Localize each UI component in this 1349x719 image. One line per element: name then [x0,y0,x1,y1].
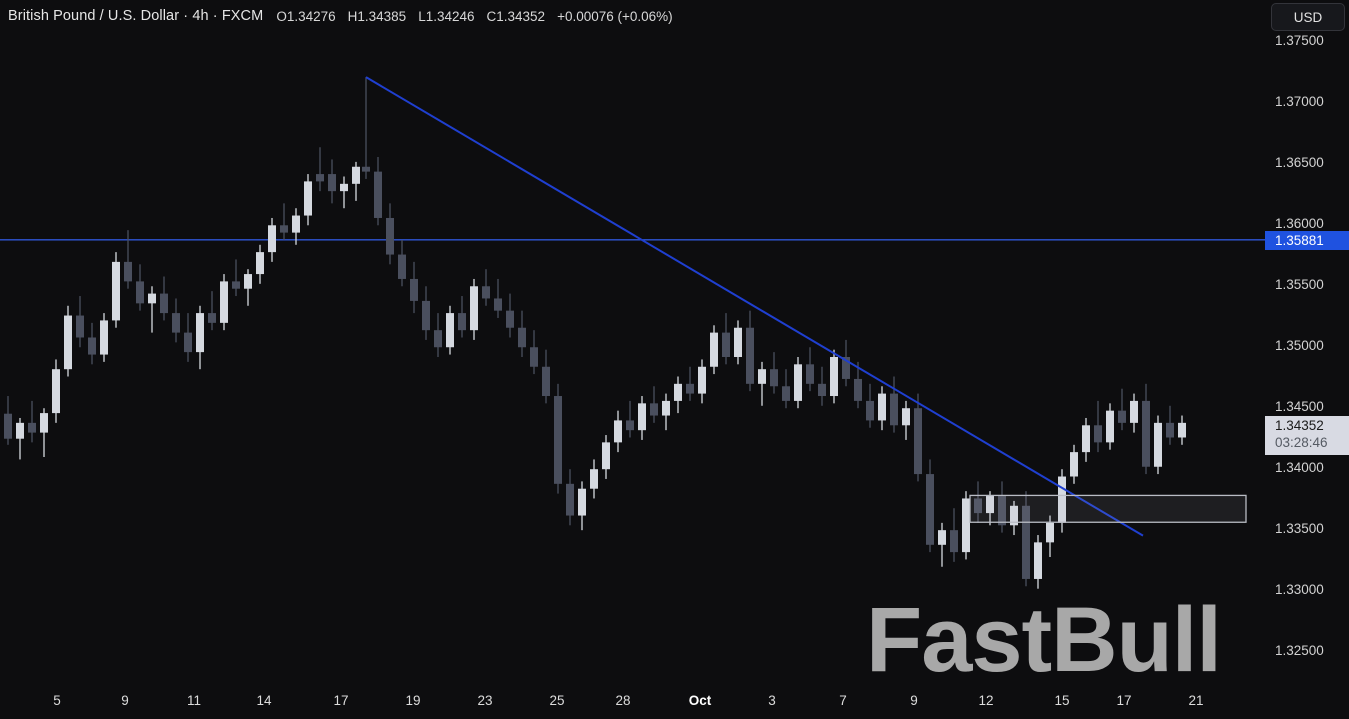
time-tick-label: 11 [186,693,202,708]
last-price-label[interactable]: 1.34352 03:28:46 [1265,416,1349,455]
close-value: C1.34352 [486,8,546,24]
time-tick-label: 12 [978,693,994,708]
price-tick-label: 1.35000 [1275,338,1324,354]
price-tick-label: 1.37000 [1275,94,1324,110]
time-tick-label: 9 [910,693,918,708]
open-value: O1.34276 [276,8,336,24]
low-value: L1.34246 [418,8,475,24]
chart-header: British Pound / U.S. Dollar · 4h · FXCM … [0,0,1349,32]
change-value: +0.00076 (+0.06%) [557,8,673,24]
time-tick-label: 15 [1054,693,1070,708]
time-tick-label: 17 [1116,693,1132,708]
time-tick-label: 14 [256,693,272,708]
price-tick-label: 1.34000 [1275,460,1324,476]
time-axis[interactable]: 5 9 11 14 17 19 23 25 28 Oct 3 7 9 12 15 17 21 [0,682,1265,719]
time-tick-month-label: Oct [688,693,712,708]
price-axis[interactable]: 1.37500 1.37000 1.36500 1.36000 1.35500 1.350… [1265,0,1349,719]
candlestick-svg [0,76,1265,589]
time-tick-label: 3 [768,693,776,708]
price-tick-label: 1.36500 [1275,155,1324,171]
time-tick-label: 7 [839,693,847,708]
time-tick-label: 9 [121,693,129,708]
price-tick-label: 1.35500 [1275,277,1324,293]
time-tick-label: 28 [615,693,631,708]
time-tick-label: 17 [333,693,349,708]
price-tick-label: 1.32500 [1275,643,1324,659]
time-tick-label: 25 [549,693,565,708]
bar-countdown: 03:28:46 [1275,435,1328,450]
last-price-value: 1.34352 [1275,418,1324,434]
time-tick-label: 21 [1188,693,1204,708]
time-tick-label: 5 [53,693,61,708]
time-tick-label: 19 [405,693,421,708]
price-tick-label: 1.33500 [1275,521,1324,537]
time-tick-label: 23 [477,693,493,708]
price-tick-label: 1.33000 [1275,582,1324,598]
symbol-title: British Pound / U.S. Dollar · 4h · FXCM [8,8,264,24]
currency-selector-button[interactable]: USD [1271,3,1345,31]
price-tick-label: 1.37500 [1275,33,1324,49]
ohlc-readout: O1.34276 H1.34385 L1.34246 C1.34352 +0.00076… [276,9,672,24]
price-tick-label: 1.34500 [1275,399,1324,415]
high-value: H1.34385 [347,8,407,24]
price-tick-label: 1.36000 [1275,216,1324,232]
horizontal-line-price-label[interactable]: 1.35881 [1265,230,1349,250]
chart-plot-area[interactable]: FastBull [0,32,1265,682]
